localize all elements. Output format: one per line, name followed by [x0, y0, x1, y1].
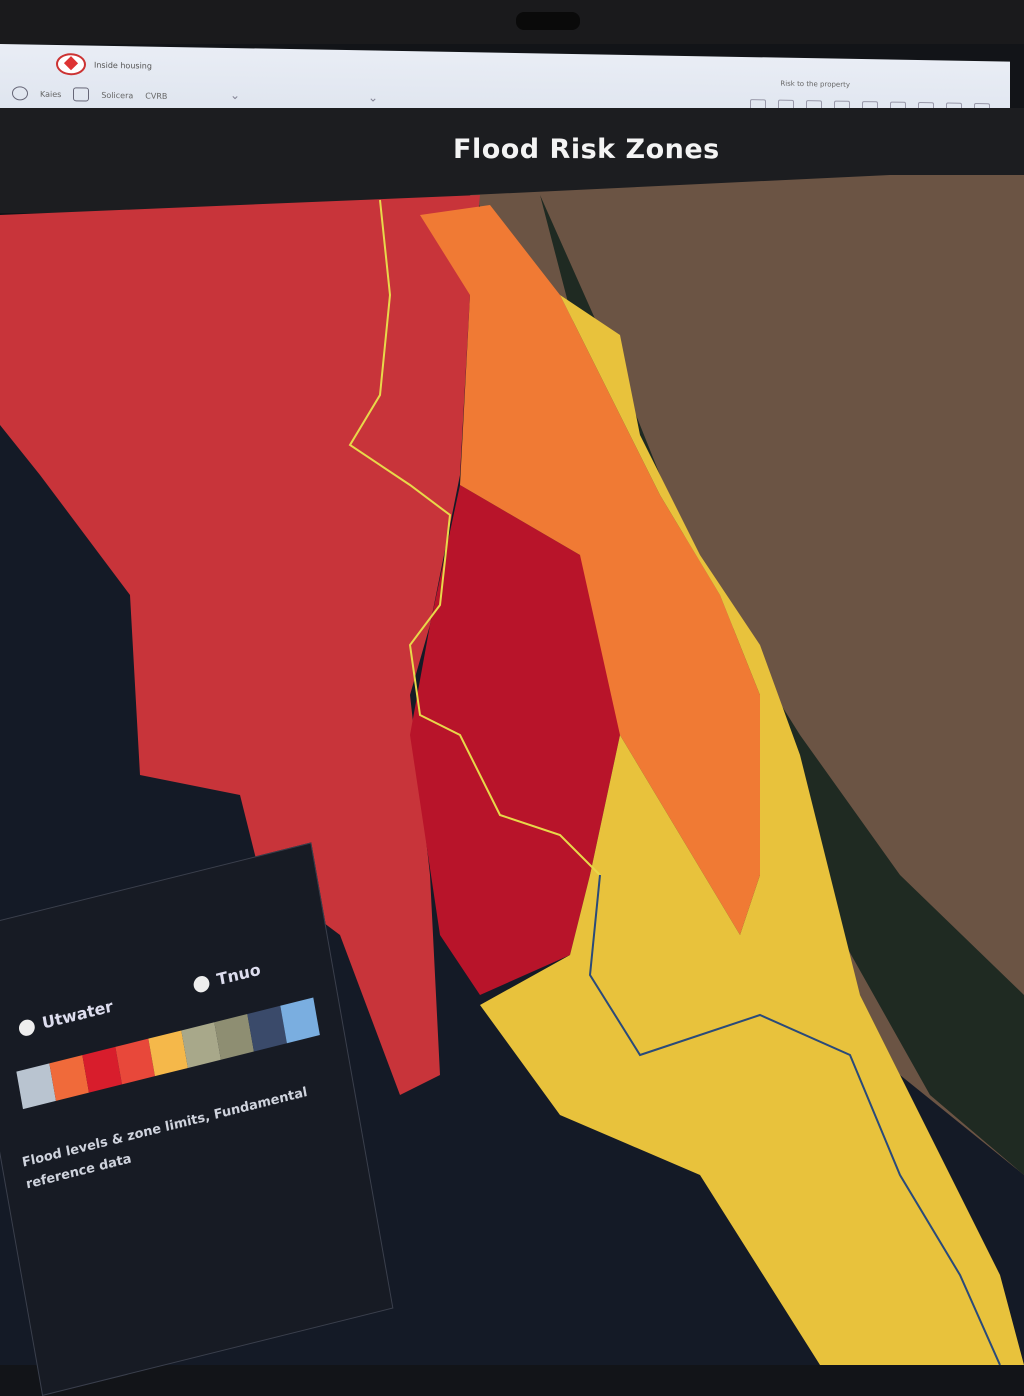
right-header-text: Risk to the property: [780, 79, 850, 89]
radio-icon[interactable]: [17, 1017, 36, 1038]
legend-heading-left: Utwater: [40, 996, 115, 1033]
webcam: [516, 12, 580, 30]
chevron-down-icon[interactable]: ⌄: [368, 90, 379, 105]
layers-icon[interactable]: [73, 87, 90, 102]
flood-risk-map[interactable]: [0, 175, 1024, 1365]
zone-high: [0, 195, 480, 1095]
legend-heading-right: Tnuo: [215, 959, 262, 990]
monitor-bezel: [0, 0, 1024, 44]
app-header-text: Inside housing: [94, 60, 152, 71]
river: [588, 874, 1001, 1365]
globe-icon[interactable]: [12, 86, 28, 101]
toolbar-item-0[interactable]: Kaies: [40, 89, 62, 99]
app-logo: [56, 52, 86, 76]
chevron-down-icon[interactable]: ⌄: [230, 88, 241, 103]
forest-area: [540, 195, 1024, 1175]
river: [348, 199, 601, 876]
zone-medium: [420, 205, 760, 935]
toolbar-item-1[interactable]: Solicera: [101, 90, 134, 100]
zone-low: [480, 295, 1024, 1365]
radio-icon[interactable]: [192, 973, 211, 994]
legend-swatch: [280, 997, 320, 1044]
map-title: Flood Risk Zones: [453, 134, 720, 165]
toolbar-item-2[interactable]: CVRB: [145, 91, 168, 101]
